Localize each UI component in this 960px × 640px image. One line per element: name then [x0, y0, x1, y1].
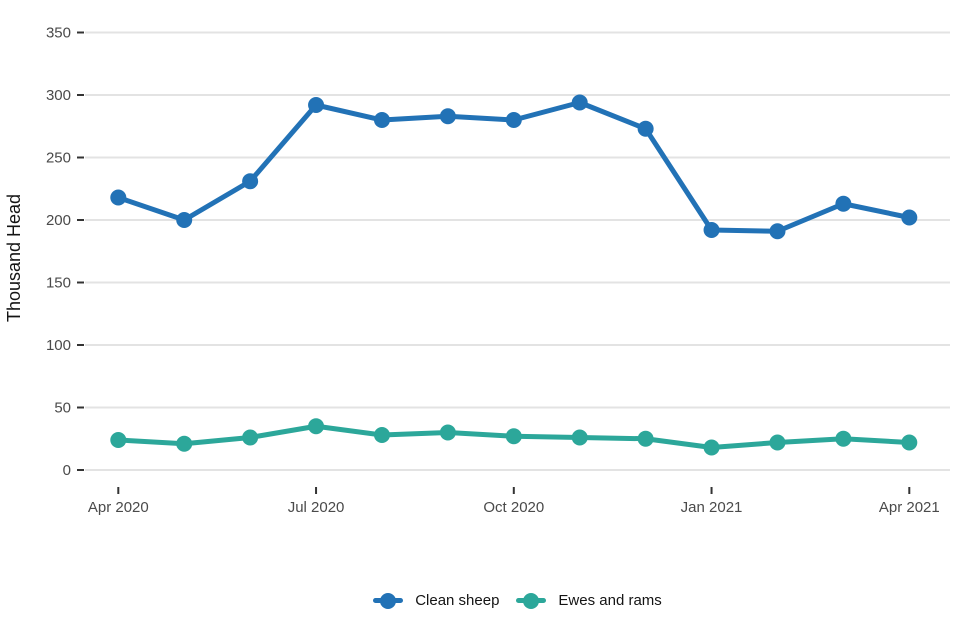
legend: Clean sheep Ewes and rams — [75, 592, 960, 609]
data-point — [242, 429, 259, 446]
x-tick-label: Jul 2020 — [288, 499, 345, 516]
y-tick-label: 100 — [46, 337, 71, 354]
data-point — [769, 434, 786, 451]
y-tick-label: 300 — [46, 87, 71, 104]
data-point — [242, 173, 259, 190]
x-tick-label: Jan 2021 — [681, 499, 743, 516]
data-point — [901, 209, 918, 226]
y-axis-title: Thousand Head — [4, 194, 24, 322]
x-tick-label: Apr 2020 — [88, 499, 149, 516]
legend-key-clean-sheep-icon — [373, 592, 404, 609]
data-point — [571, 429, 588, 446]
data-point — [176, 212, 193, 228]
data-point — [439, 108, 456, 125]
data-point — [901, 434, 918, 451]
y-tick-label: 200 — [46, 212, 71, 229]
legend-dot-swatch — [523, 592, 540, 609]
sheep-slaughter-line-chart: 0 50 100 150 200 250 300 350 Apr 2020 Jul 2020 Oct… — [4, 25, 950, 516]
data-point — [637, 430, 654, 447]
data-point — [703, 439, 720, 456]
data-point — [373, 112, 390, 128]
legend-key-ewes-and-rams-icon — [516, 592, 547, 609]
legend-item-clean-sheep: Clean sheep — [373, 592, 499, 609]
data-point — [439, 424, 456, 441]
y-tick-label: 0 — [63, 462, 71, 479]
y-tick-label: 50 — [54, 400, 71, 417]
data-point — [835, 195, 852, 212]
data-point — [373, 427, 390, 443]
legend-label-ewes-and-rams: Ewes and rams — [558, 592, 662, 609]
data-point — [571, 94, 588, 111]
data-point — [308, 418, 325, 435]
legend-label-clean-sheep: Clean sheep — [415, 592, 500, 609]
y-tick-label: 150 — [46, 275, 71, 292]
data-point — [637, 120, 654, 137]
data-point — [505, 112, 522, 128]
data-point — [110, 189, 127, 206]
legend-dot-swatch — [380, 592, 397, 609]
data-point — [308, 97, 325, 113]
x-tick-label: Apr 2021 — [879, 499, 940, 516]
x-tick-label: Oct 2020 — [483, 499, 544, 516]
y-tick-label: 250 — [46, 150, 71, 167]
data-point — [835, 430, 852, 447]
data-point — [769, 223, 786, 240]
legend-item-ewes-and-rams: Ewes and rams — [516, 592, 662, 609]
data-point — [110, 432, 127, 448]
data-point — [176, 435, 193, 452]
y-tick-label: 350 — [46, 25, 71, 42]
data-point — [703, 222, 720, 238]
data-point — [505, 428, 522, 445]
